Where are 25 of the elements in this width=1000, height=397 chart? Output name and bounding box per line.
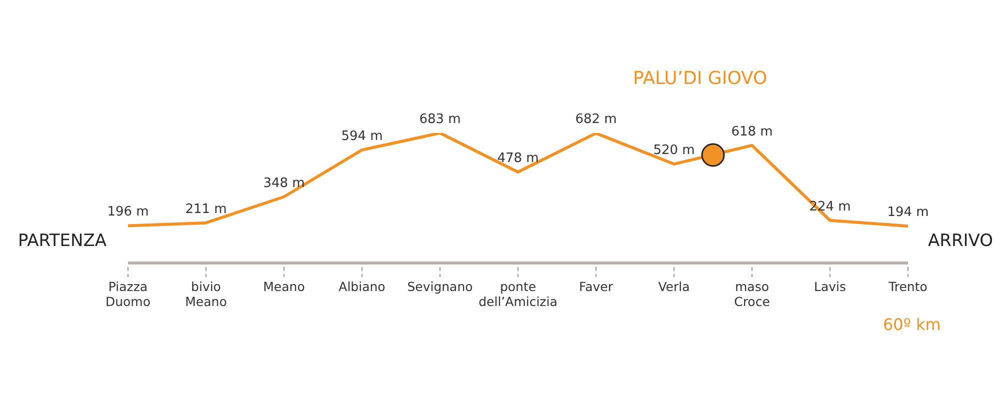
- data-label: 196 m: [107, 204, 149, 220]
- data-label: 594 m: [341, 128, 383, 144]
- x-tick-label: Trento: [888, 279, 928, 294]
- x-tick-label: maso Croce: [734, 279, 770, 309]
- x-tick-label: Lavis: [814, 279, 846, 294]
- text: 60º km: [883, 315, 941, 334]
- x-tick-label: Piazza Duomo: [105, 279, 151, 309]
- data-label: 683 m: [419, 112, 461, 127]
- data-label: 478 m: [497, 151, 539, 166]
- data-label: 618 m: [731, 124, 773, 140]
- text: PALU’DI GIOVO: [633, 68, 768, 89]
- x-tick-label: Meano: [263, 279, 305, 294]
- x-tick-label: bivio Meano: [185, 279, 227, 309]
- text: ARRIVO: [928, 231, 993, 251]
- data-label: 211 m: [185, 202, 227, 217]
- x-tick-label: Sevignano: [407, 279, 473, 294]
- data-label: 194 m: [887, 205, 929, 220]
- text: PARTENZA: [18, 231, 106, 251]
- data-label: 348 m: [263, 176, 305, 191]
- x-tick-label: Faver: [579, 279, 614, 294]
- data-label: 520 m: [653, 143, 695, 158]
- x-tick-label: Verla: [658, 279, 690, 294]
- x-tick-label: Albiano: [338, 279, 386, 294]
- data-label: 682 m: [575, 112, 617, 128]
- x-tick-label: ponte dell’Amicizia: [478, 279, 558, 309]
